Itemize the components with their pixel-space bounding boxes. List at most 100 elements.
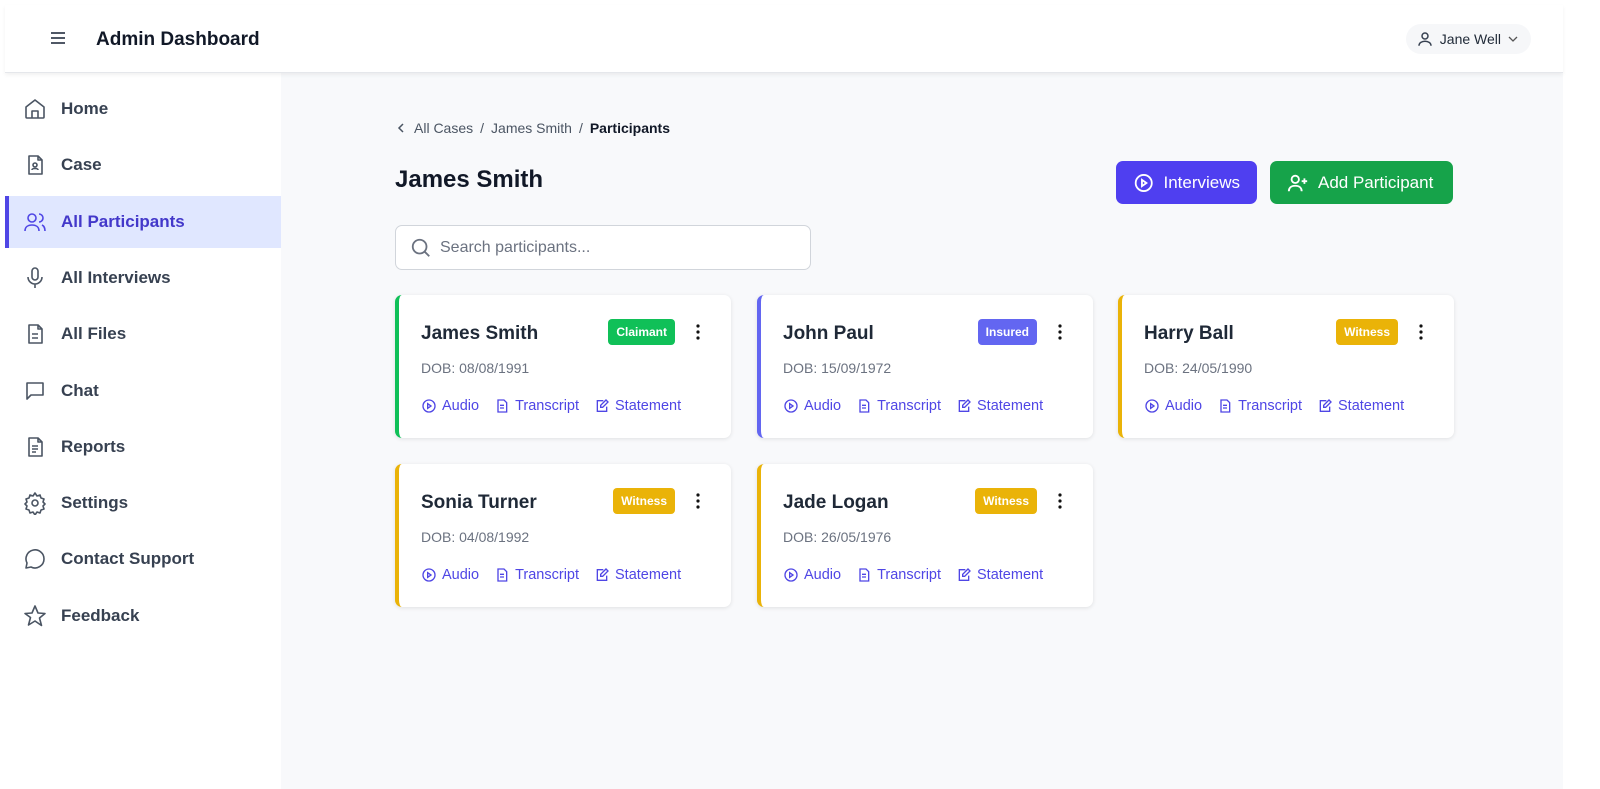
sidebar: Home Case All Participants All Interviews Al… [5,73,281,789]
sidebar-item-label: Settings [61,493,129,513]
report-icon [28,436,43,457]
participant-card[interactable]: Jade Logan Witness DOB: 26/05/1976 Audio… [757,464,1093,607]
role-badge: Witness [975,488,1037,514]
audio-link[interactable]: Audio [421,567,479,583]
more-options-icon[interactable] [693,323,703,341]
transcript-link[interactable]: Transcript [1217,398,1302,414]
statement-link[interactable]: Statement [956,567,1043,583]
transcript-link[interactable]: Transcript [494,398,579,414]
add-participant-label: Add Participant [1318,172,1434,192]
more-options-icon[interactable] [693,492,703,510]
participant-dob: DOB: 08/08/1991 [421,360,530,376]
statement-link[interactable]: Statement [594,398,681,414]
sidebar-item-label: Chat [61,380,99,400]
audio-label: Audio [1165,398,1203,414]
transcript-label: Transcript [877,398,942,414]
statement-link[interactable]: Statement [956,398,1043,414]
breadcrumb-current: Participants [589,120,670,136]
sidebar-item-home[interactable]: Home [5,83,281,135]
home-icon [25,99,45,119]
role-badge: Witness [613,488,675,514]
sidebar-item-label: Reports [61,436,126,456]
statement-label: Statement [615,398,682,414]
page-title: James Smith [395,166,544,193]
audio-link[interactable]: Audio [421,398,479,414]
user-name: Jane Well [1439,31,1501,47]
breadcrumb-separator: / [578,120,583,136]
sidebar-item-label: All Files [61,324,127,344]
add-participant-button[interactable]: Add Participant [1270,161,1453,204]
statement-link[interactable]: Statement [594,567,681,583]
sidebar-item-label: Contact Support [61,549,195,569]
search-icon [411,238,430,257]
transcript-label: Transcript [1238,398,1303,414]
participant-dob: DOB: 26/05/1976 [783,529,892,545]
breadcrumb-case[interactable]: James Smith [491,120,572,136]
sidebar-item-all-participants[interactable]: All Participants [5,195,281,248]
transcript-link[interactable]: Transcript [856,398,941,414]
star-icon [24,604,46,626]
play-circle-icon [1145,399,1159,413]
statement-label: Statement [977,567,1044,583]
participant-card[interactable]: James Smith Claimant DOB: 08/08/1991 Aud… [395,295,731,438]
audio-link[interactable]: Audio [783,567,841,583]
participant-card[interactable]: John Paul Insured DOB: 15/09/1972 Audio … [757,295,1093,438]
participant-name: James Smith [421,323,539,344]
sidebar-item-all-interviews[interactable]: All Interviews [5,252,281,304]
file-icon [28,324,43,344]
more-options-icon[interactable] [1055,323,1065,341]
hamburger-menu-icon[interactable] [49,29,67,47]
chevron-down-icon [1508,36,1518,42]
transcript-link[interactable]: Transcript [856,567,941,583]
role-badge: Insured [977,319,1037,345]
document-icon [497,568,508,582]
app-title: Admin Dashboard [96,29,260,50]
sidebar-item-label: Home [61,99,109,118]
sidebar-item-reports[interactable]: Reports [5,421,281,473]
user-menu[interactable]: Jane Well [1405,24,1531,54]
interviews-label: Interviews [1163,172,1240,192]
sidebar-item-chat[interactable]: Chat [5,365,281,417]
interviews-button[interactable]: Interviews [1116,161,1257,204]
sidebar-item-case[interactable]: Case [5,139,281,191]
more-options-icon[interactable] [1416,323,1426,341]
user-plus-icon [1287,174,1308,191]
participant-card[interactable]: Sonia Turner Witness DOB: 04/08/1992 Aud… [395,464,731,607]
chevron-left-icon[interactable] [395,122,407,134]
edit-icon [1319,399,1332,412]
participant-name: Sonia Turner [421,492,537,513]
breadcrumb: All Cases / James Smith / Participants [395,120,670,136]
sidebar-item-all-files[interactable]: All Files [5,308,281,360]
sidebar-item-contact-support[interactable]: Contact Support [5,533,281,585]
audio-link[interactable]: Audio [1144,398,1202,414]
microphone-icon [27,267,43,288]
search-input[interactable] [440,238,780,257]
sidebar-item-settings[interactable]: Settings [5,477,281,529]
play-circle-icon [1134,173,1153,192]
participant-card[interactable]: Harry Ball Witness DOB: 24/05/1990 Audio… [1118,295,1454,438]
document-icon [859,568,870,582]
edit-icon [958,399,971,412]
play-circle-icon [784,568,798,582]
more-options-icon[interactable] [1055,492,1065,510]
statement-link[interactable]: Statement [1317,398,1404,414]
audio-label: Audio [442,398,480,414]
search-box [395,225,811,270]
role-badge: Claimant [608,319,675,345]
top-bar: Admin Dashboard Jane Well [5,5,1563,73]
statement-label: Statement [615,567,682,583]
transcript-link[interactable]: Transcript [494,567,579,583]
sidebar-item-label: Feedback [61,605,140,625]
message-circle-icon [25,549,45,570]
participant-dob: DOB: 24/05/1990 [1144,360,1253,376]
users-icon [24,212,46,231]
participant-name: Jade Logan [783,492,889,513]
document-icon [497,399,508,413]
statement-label: Statement [1338,398,1405,414]
audio-link[interactable]: Audio [783,398,841,414]
edit-icon [596,568,609,581]
breadcrumb-all-cases[interactable]: All Cases [414,120,474,136]
play-circle-icon [784,399,798,413]
sidebar-item-feedback[interactable]: Feedback [5,590,281,642]
statement-label: Statement [977,398,1044,414]
